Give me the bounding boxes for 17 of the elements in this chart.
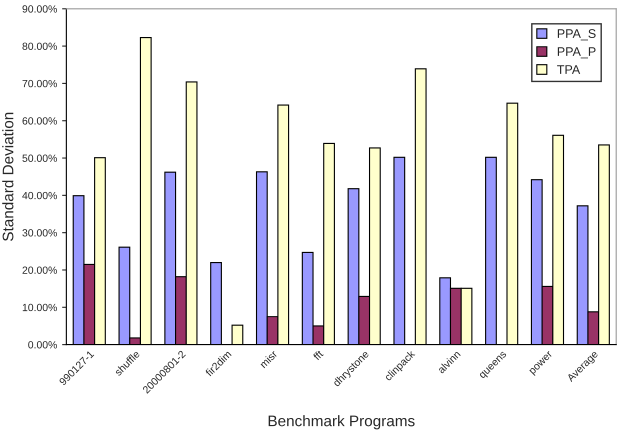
y-tick-label: 30.00% bbox=[22, 229, 57, 237]
y-tick-label: 60.00% bbox=[22, 117, 57, 125]
x-tick-label: misr bbox=[259, 350, 278, 368]
x-axis-title: Benchmark Programs bbox=[268, 415, 415, 430]
y-tick-label: 0.00% bbox=[28, 341, 57, 348]
x-tick-label: fft bbox=[312, 350, 324, 361]
y-tick-label: 10.00% bbox=[22, 304, 57, 312]
y-axis-title: Standard Deviation bbox=[2, 112, 14, 241]
y-tick-label: 50.00% bbox=[22, 154, 57, 162]
y-tick-label: 40.00% bbox=[22, 192, 57, 200]
y-tick-label: 20.00% bbox=[22, 266, 57, 274]
y-tick-label: 90.00% bbox=[22, 5, 57, 13]
legend-label: PPA_P bbox=[558, 47, 596, 58]
y-tick-label: 70.00% bbox=[22, 80, 57, 88]
legend-label: PPA_S bbox=[558, 29, 596, 40]
y-tick-label: 80.00% bbox=[22, 42, 57, 50]
legend-label: TPA bbox=[557, 65, 580, 74]
